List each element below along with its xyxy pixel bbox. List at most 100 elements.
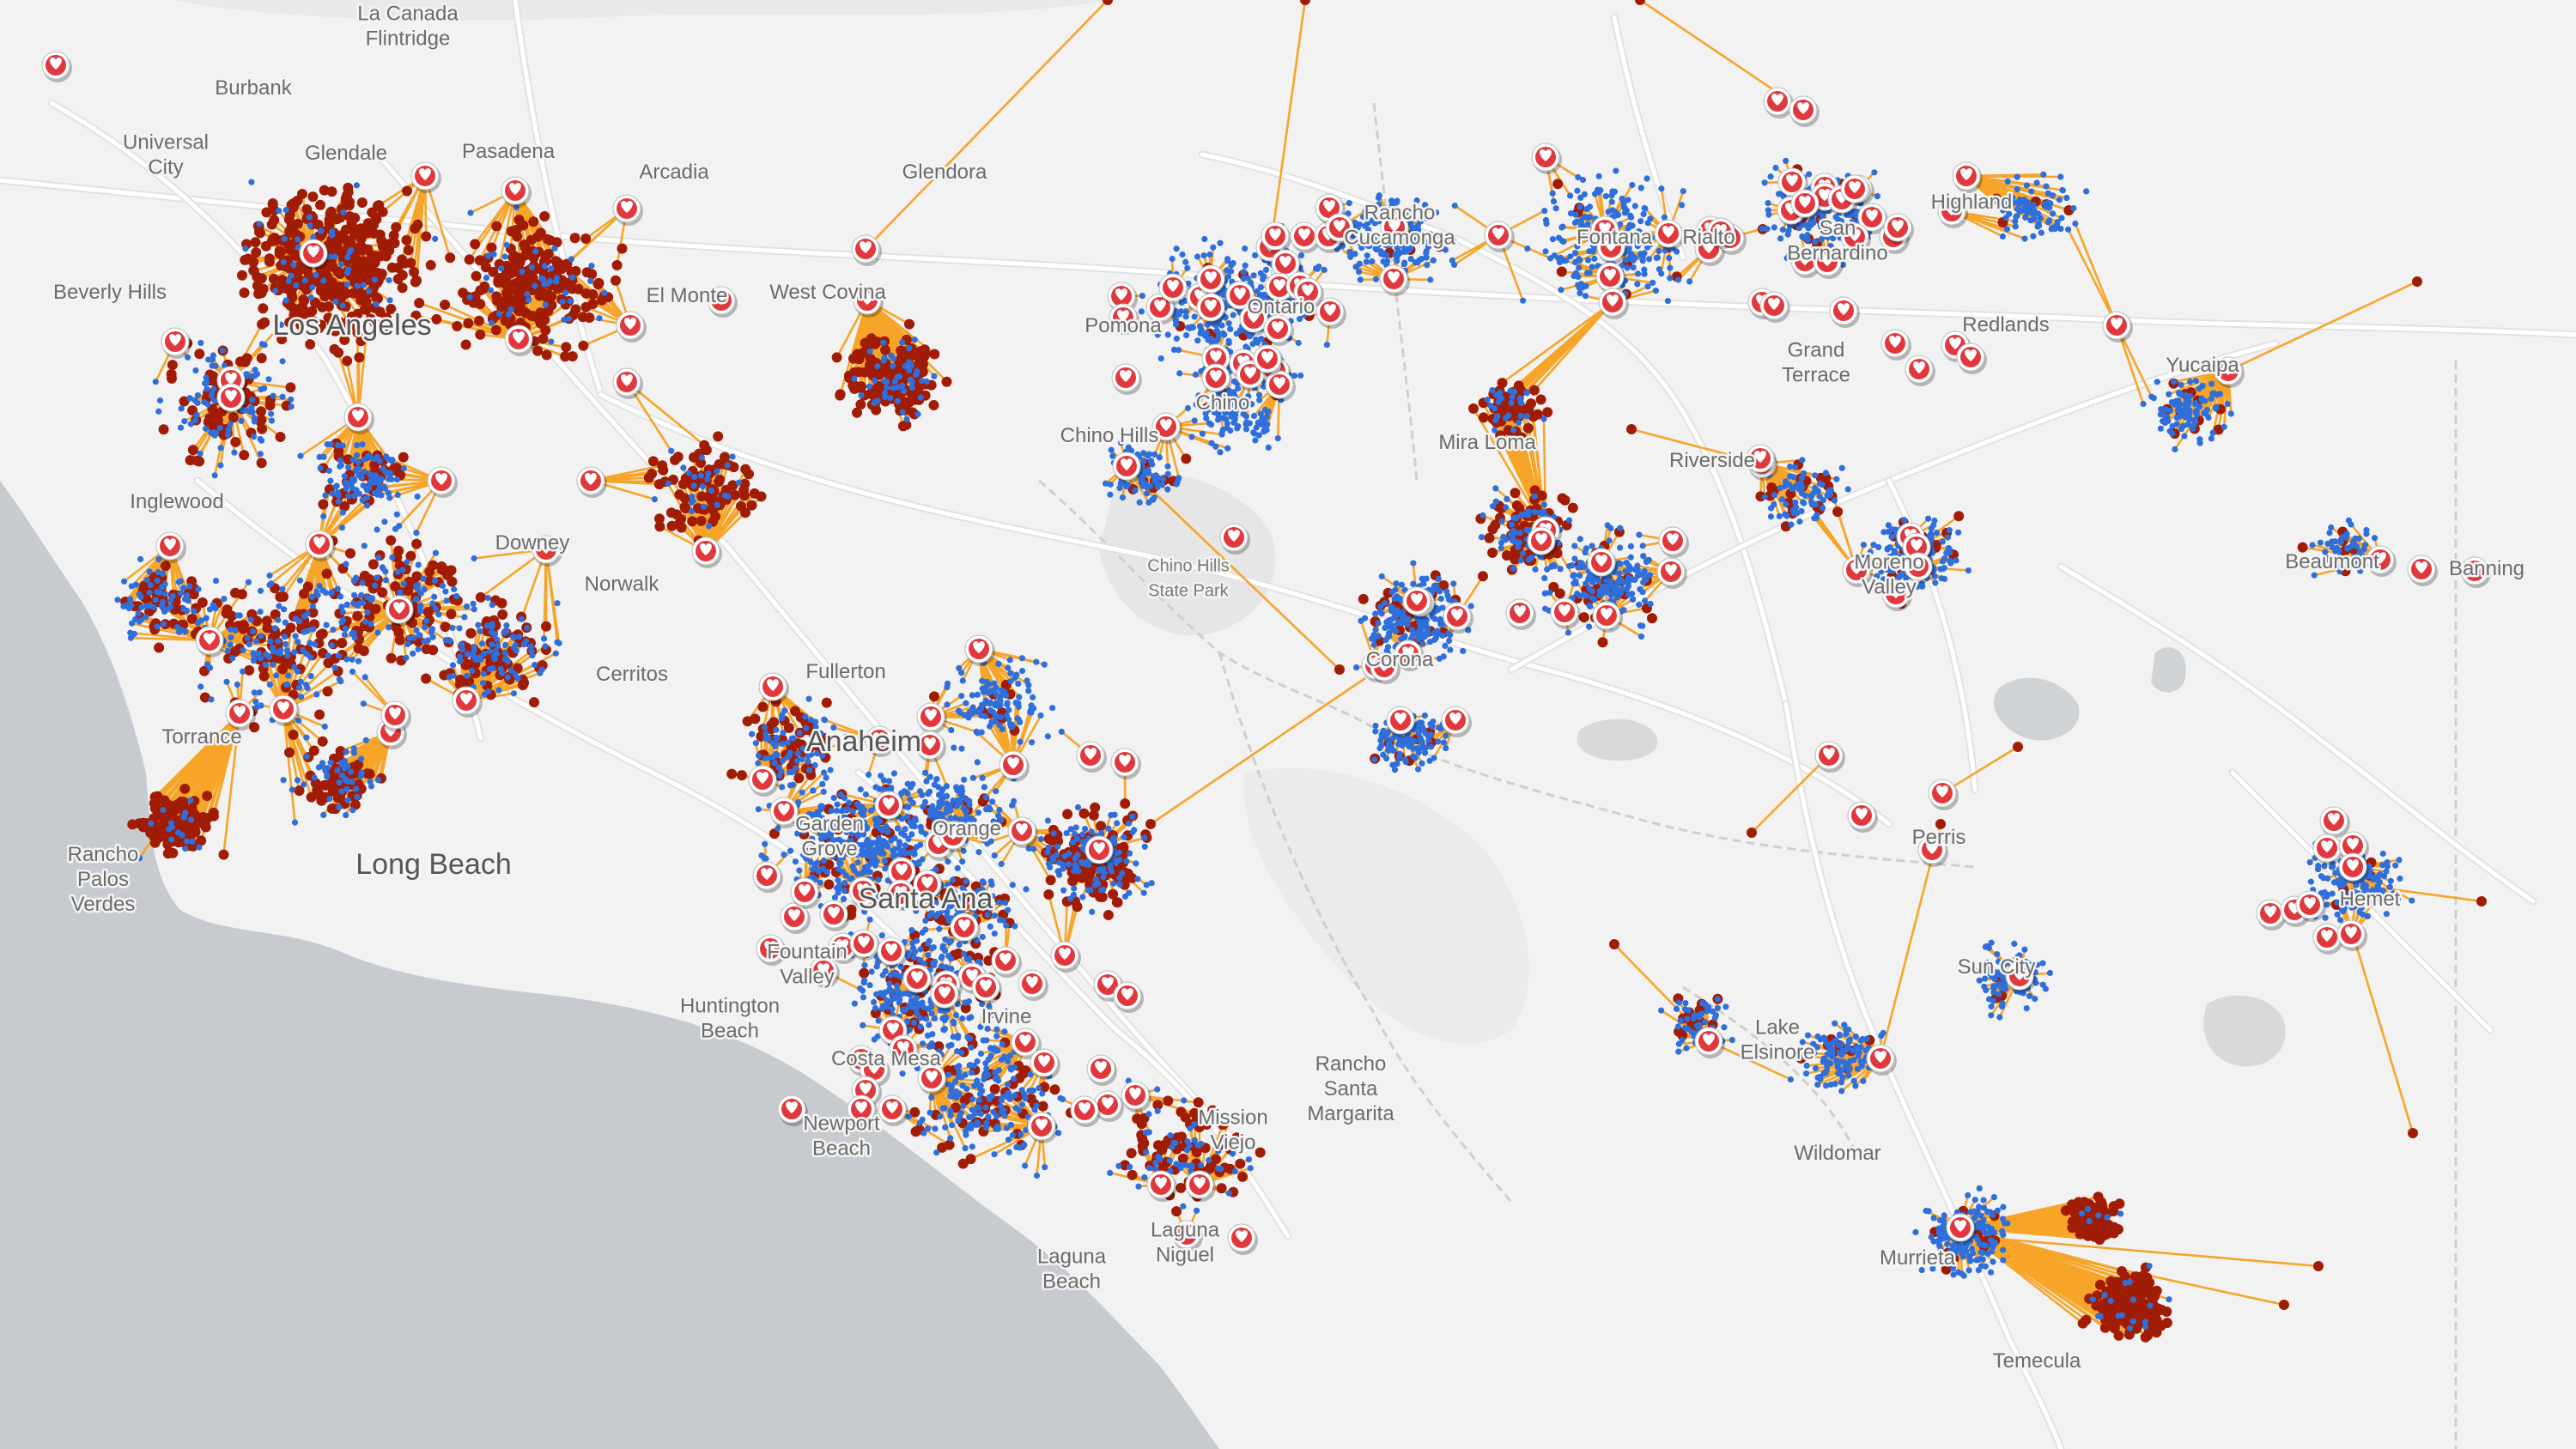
- heart-marker-icon: [2338, 831, 2369, 863]
- place-label-line: Norwalk: [585, 573, 660, 596]
- place-label-line: Orange: [933, 817, 1001, 840]
- heart-marker-icon: [769, 797, 800, 828]
- heart-icon: [2347, 838, 2359, 850]
- heart-marker-icon: [1225, 281, 1256, 312]
- place-label-line: Pasadena: [462, 140, 556, 163]
- unserved-point: [1935, 819, 1946, 829]
- heart-marker-icon: [2295, 890, 2326, 922]
- heart-icon: [1078, 1102, 1091, 1114]
- heart-marker-icon: [853, 286, 884, 318]
- place-label-line: Valley: [1862, 576, 1917, 599]
- heart-marker-icon: [999, 750, 1030, 782]
- heart-marker-icon: [1904, 552, 1935, 584]
- heart-icon: [873, 732, 885, 744]
- place-label-line: San: [1820, 217, 1856, 240]
- place-label: Laguna Niguel: [1151, 1219, 1220, 1267]
- unserved-point: [1300, 0, 1310, 5]
- heart-icon: [513, 331, 525, 343]
- heart-icon: [883, 797, 895, 809]
- heart-marker-icon: [1112, 452, 1143, 483]
- heart-icon: [1154, 300, 1166, 312]
- place-label: Riverside: [1669, 449, 1755, 472]
- heart-icon: [393, 602, 405, 614]
- freeway: [49, 100, 483, 741]
- heart-icon: [540, 542, 552, 554]
- unserved-point: [2408, 1128, 2418, 1138]
- heart-marker-icon: [1386, 706, 1417, 737]
- heart-marker-icon: [865, 725, 896, 757]
- heart-marker-icon: [1905, 355, 1935, 386]
- heart-icon: [1605, 239, 1617, 252]
- heart-icon: [1205, 300, 1217, 312]
- place-label-line: City: [148, 156, 183, 179]
- heart-marker-icon: [758, 672, 789, 704]
- heart-icon: [1210, 350, 1222, 362]
- heart-icon: [1007, 757, 1019, 769]
- place-label: Chino Hills State Park: [1147, 557, 1230, 601]
- place-label-line: Banning: [2449, 557, 2524, 580]
- place-label-line: Bernardino: [1787, 242, 1887, 265]
- heart-icon: [1799, 253, 1811, 265]
- heart-icon: [896, 864, 908, 876]
- heart-marker-icon: [902, 964, 933, 996]
- heart-marker-icon: [155, 531, 186, 563]
- chino-hills-park: [1099, 474, 1276, 636]
- place-label-line: Margarita: [1307, 1102, 1394, 1125]
- place-label: Pomona: [1084, 314, 1162, 337]
- heart-marker-icon: [1596, 233, 1627, 264]
- unserved-point: [2279, 1300, 2289, 1310]
- heart-icon: [700, 543, 712, 555]
- heart-marker-icon: [1598, 288, 1629, 319]
- heart-marker-icon: [889, 1034, 920, 1066]
- heart-icon: [1120, 370, 1132, 382]
- heart-icon: [1119, 755, 1131, 767]
- heart-icon: [1167, 280, 1179, 292]
- facility-markers-layer: [41, 51, 2491, 1255]
- heart-icon: [2347, 859, 2359, 871]
- heart-icon: [50, 58, 62, 70]
- place-label: Yucaipa: [2166, 354, 2239, 377]
- heart-icon: [764, 941, 776, 953]
- heart-icon: [1926, 842, 1938, 854]
- heart-marker-icon: [950, 912, 981, 944]
- heart-marker-icon: [707, 286, 738, 318]
- place-label: Santa Ana: [859, 882, 993, 915]
- freeway: [513, 0, 604, 397]
- heart-marker-icon: [2460, 556, 2491, 588]
- heart-marker-icon: [691, 537, 722, 568]
- heart-icon: [2304, 897, 2316, 909]
- place-label-line: Moreno: [1854, 551, 1923, 574]
- heart-icon: [886, 1101, 898, 1113]
- place-label-line: Palos: [77, 868, 129, 891]
- heart-marker-icon: [1201, 363, 1232, 395]
- heart-marker-icon: [2005, 961, 2036, 993]
- heart-icon: [911, 971, 923, 983]
- heart-marker-icon: [849, 929, 880, 961]
- heart-marker-icon: [195, 626, 226, 658]
- heart-icon: [1234, 288, 1246, 300]
- heart-icon: [836, 939, 848, 951]
- place-label-line: Verdes: [71, 893, 136, 916]
- heart-marker-icon: [971, 973, 1002, 1004]
- freeway: [598, 392, 1892, 827]
- place-label-line: Ontario: [1248, 295, 1315, 318]
- place-label-line: Newport: [803, 1113, 880, 1136]
- admin-boundary: [1218, 652, 1513, 1203]
- heart-marker-icon: [1654, 219, 1685, 251]
- heart-icon: [1115, 288, 1127, 300]
- heart-marker-icon: [1219, 523, 1250, 555]
- heart-icon: [860, 1082, 872, 1094]
- place-label-line: Rancho: [1315, 1052, 1387, 1076]
- heart-marker-icon: [1261, 221, 1291, 253]
- place-label-line: Yucaipa: [2166, 354, 2239, 377]
- santa-ana-mountains: [1243, 767, 1529, 1044]
- heart-marker-icon: [1595, 262, 1626, 294]
- heart-icon: [1402, 646, 1414, 658]
- heart-icon: [1754, 451, 1766, 463]
- heart-marker-icon: [828, 932, 859, 964]
- heart-icon: [234, 706, 246, 718]
- heart-marker-icon: [427, 466, 458, 498]
- place-label-line: Huntington: [680, 995, 780, 1018]
